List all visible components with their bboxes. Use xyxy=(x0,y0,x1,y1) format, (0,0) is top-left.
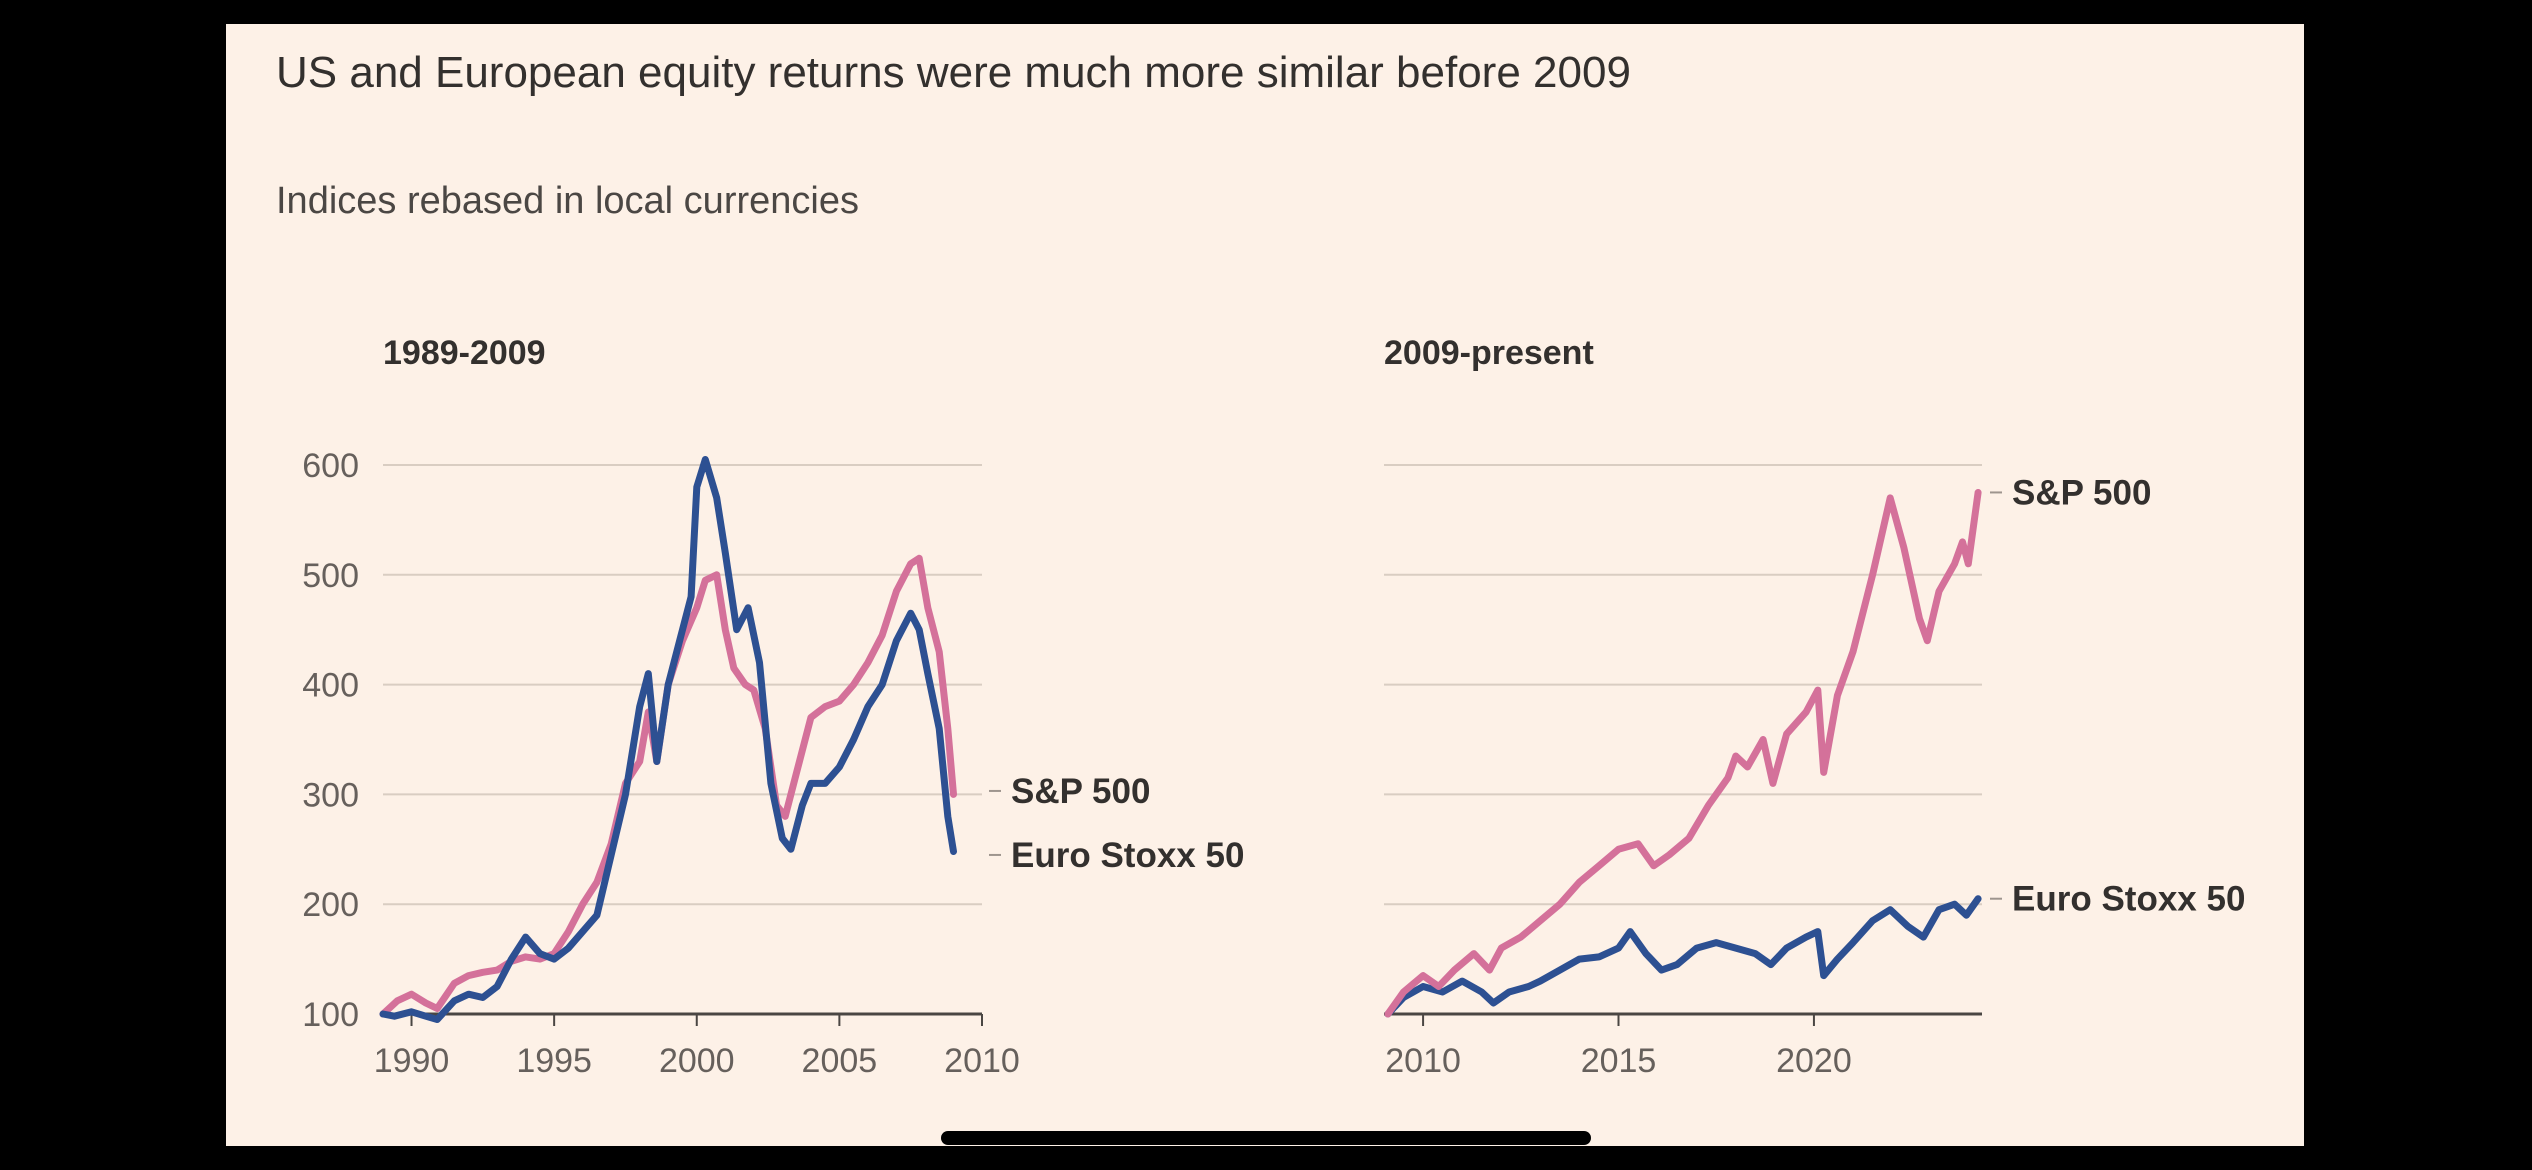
chart-canvas: 1989-2009 100 200 300 400 500 600 1990 1995 2000 2… xyxy=(302,334,2245,1080)
x-tick-label: 1995 xyxy=(516,1042,592,1080)
x-tick-label: 2015 xyxy=(1581,1042,1657,1080)
chart-subtitle: Indices rebased in local currencies xyxy=(276,180,859,222)
x-tick-label: 2010 xyxy=(1385,1042,1461,1080)
series-label-eurostoxx-2: Euro Stoxx 50 xyxy=(2012,880,2245,919)
series-line-sp500-2 xyxy=(1384,489,1982,1018)
series-label-eurostoxx-1: Euro Stoxx 50 xyxy=(1011,836,1244,875)
chart-card: US and European equity returns were much… xyxy=(226,24,2304,1146)
y-tick-label: 200 xyxy=(302,886,359,924)
panel-title-2: 2009-present xyxy=(1384,334,1594,372)
series-label-sp500-2: S&P 500 xyxy=(2012,473,2151,512)
series-line-sp500-1 xyxy=(379,554,957,1018)
x-tick-label: 2005 xyxy=(802,1042,878,1080)
series-line-eurostoxx-1 xyxy=(379,456,957,1023)
y-tick-label: 400 xyxy=(302,667,359,705)
home-indicator[interactable] xyxy=(941,1131,1591,1145)
x-tick-label: 2000 xyxy=(659,1042,735,1080)
chart-title: US and European equity returns were much… xyxy=(276,48,1631,97)
series-line-eurostoxx-2 xyxy=(1384,895,1982,1018)
series-label-sp500-1: S&P 500 xyxy=(1011,772,1150,811)
x-tick-label: 2010 xyxy=(944,1042,1020,1080)
panel-title-1: 1989-2009 xyxy=(383,334,546,372)
y-tick-label: 500 xyxy=(302,557,359,595)
y-tick-label: 600 xyxy=(302,447,359,485)
y-tick-label: 300 xyxy=(302,776,359,814)
y-tick-label: 100 xyxy=(302,996,359,1034)
x-tick-label: 1990 xyxy=(374,1042,450,1080)
x-tick-label: 2020 xyxy=(1776,1042,1852,1080)
